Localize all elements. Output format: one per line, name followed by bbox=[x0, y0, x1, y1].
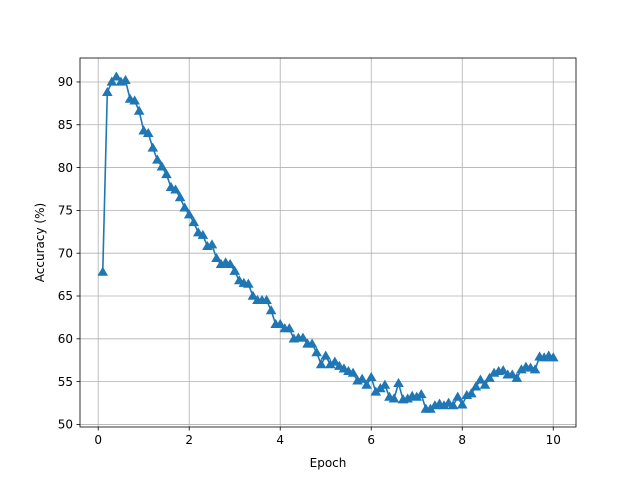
y-axis-label: Accuracy (%) bbox=[33, 203, 47, 282]
data-point-marker bbox=[224, 258, 236, 269]
data-point-marker bbox=[152, 154, 163, 164]
data-point-marker bbox=[161, 169, 172, 179]
data-point-marker bbox=[379, 379, 391, 389]
data-point-marker bbox=[179, 202, 190, 212]
data-point-marker bbox=[484, 372, 495, 382]
plot-frame bbox=[79, 57, 577, 428]
data-point-marker bbox=[479, 379, 491, 389]
x-tick-label: 0 bbox=[94, 433, 102, 447]
data-point-marker bbox=[102, 86, 113, 96]
data-point-marker bbox=[365, 371, 377, 382]
y-tick-label: 55 bbox=[58, 375, 73, 389]
data-point-marker bbox=[361, 379, 372, 389]
y-tick-label: 90 bbox=[58, 75, 73, 89]
data-point-marker bbox=[147, 142, 159, 152]
data-point-marker bbox=[511, 372, 523, 382]
data-point-marker bbox=[452, 391, 463, 401]
data-point-marker bbox=[306, 338, 318, 348]
data-point-marker bbox=[347, 367, 359, 377]
data-point-marker bbox=[261, 294, 272, 305]
data-point-marker bbox=[388, 393, 400, 403]
data-point-marker bbox=[466, 388, 477, 398]
data-point-marker bbox=[206, 239, 218, 249]
data-point-marker bbox=[156, 161, 168, 171]
data-point-marker bbox=[247, 290, 259, 300]
data-point-marker bbox=[506, 369, 518, 379]
data-point-marker bbox=[311, 347, 322, 357]
data-point-marker bbox=[265, 305, 277, 315]
y-tick-label: 60 bbox=[58, 332, 73, 346]
y-tick-label: 65 bbox=[58, 289, 73, 303]
data-point-marker bbox=[142, 127, 154, 138]
series-layer bbox=[97, 71, 559, 413]
data-point-marker bbox=[243, 278, 254, 288]
data-point-marker bbox=[315, 359, 327, 369]
data-point-marker bbox=[197, 229, 209, 239]
x-tick-label: 6 bbox=[367, 433, 375, 447]
data-point-marker bbox=[129, 95, 140, 105]
data-point-marker bbox=[497, 365, 509, 375]
data-point-marker bbox=[447, 400, 459, 410]
axes: 0 2 4 6 8 10 50 55 60 65 70 75 80 85 90 bbox=[58, 57, 577, 447]
data-point-marker bbox=[415, 389, 427, 399]
data-point-marker bbox=[529, 364, 541, 374]
y-tick-label: 75 bbox=[58, 204, 73, 218]
data-point-marker bbox=[274, 318, 286, 328]
data-point-marker bbox=[320, 350, 332, 360]
data-point-marker bbox=[97, 266, 109, 276]
data-point-marker bbox=[133, 105, 145, 115]
y-tick-label: 85 bbox=[58, 118, 73, 132]
data-point-marker bbox=[329, 356, 341, 366]
data-point-marker bbox=[284, 323, 295, 333]
data-point-marker bbox=[547, 352, 559, 362]
grid bbox=[80, 58, 576, 427]
data-point-marker bbox=[229, 265, 241, 275]
data-point-marker bbox=[188, 216, 200, 227]
y-tick-label: 80 bbox=[58, 161, 73, 175]
x-axis-label: Epoch bbox=[310, 456, 347, 470]
data-point-marker bbox=[106, 76, 118, 86]
data-point-marker bbox=[456, 399, 468, 409]
x-tick-label: 2 bbox=[185, 433, 193, 447]
data-point-marker bbox=[475, 374, 486, 384]
x-tick-label: 4 bbox=[276, 433, 284, 447]
data-point-marker bbox=[170, 184, 181, 194]
y-tick-label: 50 bbox=[58, 418, 73, 432]
x-tick-label: 10 bbox=[546, 433, 561, 447]
data-point-marker bbox=[111, 71, 122, 81]
data-point-marker bbox=[470, 381, 482, 391]
data-point-marker bbox=[183, 209, 195, 219]
data-point-marker bbox=[174, 192, 186, 202]
data-point-marker bbox=[297, 332, 309, 342]
data-point-marker bbox=[120, 74, 131, 84]
data-point-marker bbox=[211, 252, 222, 263]
data-point-marker bbox=[393, 377, 404, 388]
x-tick-label: 8 bbox=[458, 433, 466, 447]
y-tick-label: 70 bbox=[58, 246, 73, 260]
data-point-marker bbox=[356, 373, 368, 383]
